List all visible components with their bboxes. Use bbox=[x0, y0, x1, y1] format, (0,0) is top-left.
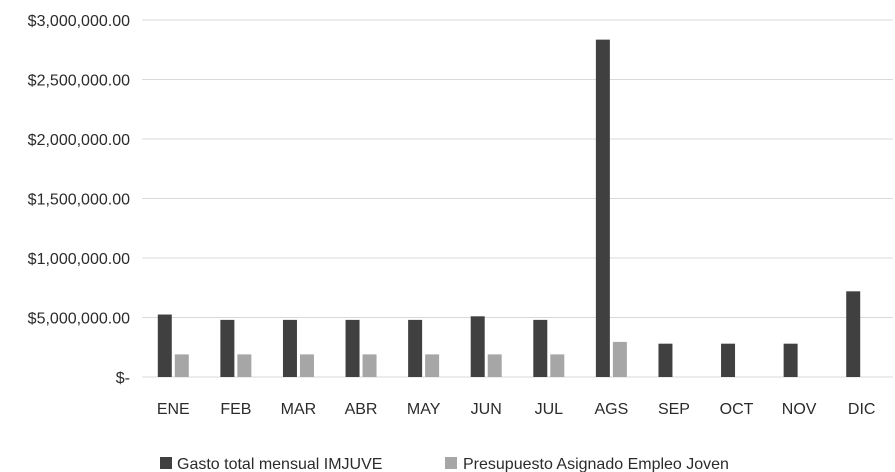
bar-feb-series-0 bbox=[220, 319, 235, 377]
legend-swatch-gasto bbox=[160, 457, 172, 469]
x-tick-label-oct: OCT bbox=[720, 401, 754, 418]
bar-feb-series-1 bbox=[237, 354, 252, 377]
bar-may-series-0 bbox=[408, 319, 423, 377]
x-tick-label-ags: AGS bbox=[594, 401, 628, 418]
gridlines bbox=[142, 19, 893, 378]
bar-ags-series-1 bbox=[612, 341, 627, 377]
x-tick-label-may: MAY bbox=[407, 401, 441, 418]
x-tick-label-jul: JUL bbox=[535, 401, 564, 418]
x-tick-label-jun: JUN bbox=[471, 401, 502, 418]
bar-oct-series-0 bbox=[721, 343, 736, 377]
y-tick-label: $1,000,000.00 bbox=[28, 251, 130, 268]
bar-dic-series-0 bbox=[846, 291, 861, 377]
bar-abr-series-0 bbox=[345, 319, 360, 377]
bars bbox=[157, 39, 861, 377]
x-axis-tick-labels: ENE FEB MAR ABR MAY JUN JUL AGS SEP OCT NOV DIC bbox=[157, 401, 876, 418]
bar-may-series-1 bbox=[425, 354, 440, 377]
legend: Gasto total mensual IMJUVE Presupuesto A… bbox=[160, 456, 729, 472]
x-tick-label-nov: NOV bbox=[782, 401, 817, 418]
bar-jun-series-0 bbox=[470, 316, 485, 377]
bar-ene-series-1 bbox=[174, 354, 189, 377]
bar-sep-series-0 bbox=[658, 343, 673, 377]
y-tick-label: $5,000,000.00 bbox=[28, 311, 130, 328]
bar-abr-series-1 bbox=[362, 354, 377, 377]
y-tick-label: $- bbox=[116, 370, 130, 387]
legend-label-presupuesto: Presupuesto Asignado Empleo Joven bbox=[463, 456, 729, 472]
y-tick-label: $2,500,000.00 bbox=[28, 73, 130, 90]
y-tick-label: $1,500,000.00 bbox=[28, 192, 130, 209]
bar-nov-series-0 bbox=[783, 343, 798, 377]
x-tick-label-sep: SEP bbox=[658, 401, 690, 418]
bar-mar-series-0 bbox=[282, 319, 297, 377]
legend-label-gasto: Gasto total mensual IMJUVE bbox=[177, 456, 382, 472]
legend-swatch-presupuesto bbox=[445, 457, 457, 469]
x-tick-label-mar: MAR bbox=[281, 401, 317, 418]
y-axis-tick-labels: $- $5,000,000.00 $1,000,000.00 $1,500,000.0… bbox=[28, 13, 130, 387]
x-tick-label-dic: DIC bbox=[848, 401, 876, 418]
bar-mar-series-1 bbox=[299, 354, 314, 377]
bar-jun-series-1 bbox=[487, 354, 502, 377]
x-tick-label-abr: ABR bbox=[345, 401, 378, 418]
y-tick-label: $3,000,000.00 bbox=[28, 13, 130, 30]
bar-ags-series-0 bbox=[595, 39, 610, 377]
x-tick-label-ene: ENE bbox=[157, 401, 190, 418]
bar-ene-series-0 bbox=[157, 314, 172, 377]
y-tick-label: $2,000,000.00 bbox=[28, 132, 130, 149]
x-tick-label-feb: FEB bbox=[220, 401, 251, 418]
bar-jul-series-0 bbox=[533, 319, 548, 377]
bar-jul-series-1 bbox=[550, 354, 565, 377]
